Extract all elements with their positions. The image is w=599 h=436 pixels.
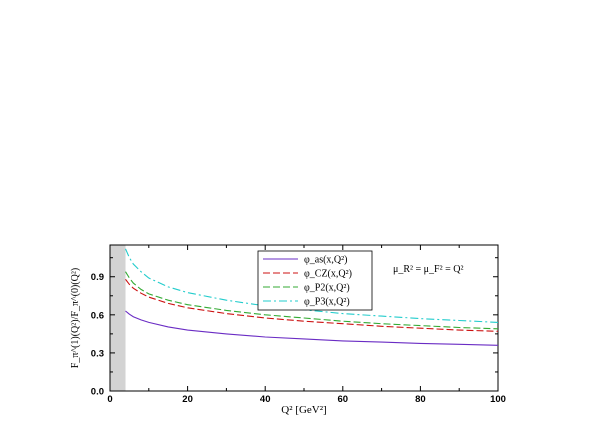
series-line-2: [125, 278, 499, 332]
x-tick-label: 20: [182, 394, 193, 405]
legend-label: φ_CZ(x,Q²): [304, 269, 352, 280]
series-lines: [124, 248, 499, 346]
axis-labels: Q² [GeV²] F_π^(1)(Q²)/F_π^(0)(Q²) μ_R² = μ…: [70, 264, 463, 416]
plot-area: [110, 245, 126, 391]
y-tick-label: 0.6: [91, 310, 104, 321]
x-tick-label: 80: [415, 394, 426, 405]
x-tick-label: 100: [490, 394, 506, 405]
legend-label: φ_as(x,Q²): [304, 255, 347, 266]
y-tick-label: 0.9: [91, 272, 104, 283]
x-tick-label: 60: [338, 394, 349, 405]
series-line-1: [125, 310, 499, 346]
legend-box: [257, 250, 373, 311]
y-tick-label: 0.3: [91, 348, 104, 359]
legend-label: φ_P3(x,Q²): [304, 297, 350, 308]
x-axis-label: Q² [GeV²]: [281, 404, 326, 416]
x-tick-label: 0: [107, 394, 112, 405]
series-line-3: [125, 271, 499, 330]
axes: 0 20 40 60 80 100 0.0 0.3 0.6 0.9: [91, 244, 506, 405]
y-tick-label: 0.0: [91, 387, 104, 398]
shaded-region: [110, 245, 126, 391]
x-tick-label: 40: [260, 394, 271, 405]
legend-label: φ_P2(x,Q²): [304, 283, 350, 294]
y-axis-label: F_π^(1)(Q²)/F_π^(0)(Q²): [70, 268, 81, 368]
series-line-4: [124, 248, 499, 323]
legend: φ_as(x,Q²) φ_CZ(x,Q²) φ_P2(x,Q²) φ_P3(x,Q²): [257, 250, 373, 311]
scale-annotation: μ_R² = μ_F² = Q²: [393, 264, 463, 275]
